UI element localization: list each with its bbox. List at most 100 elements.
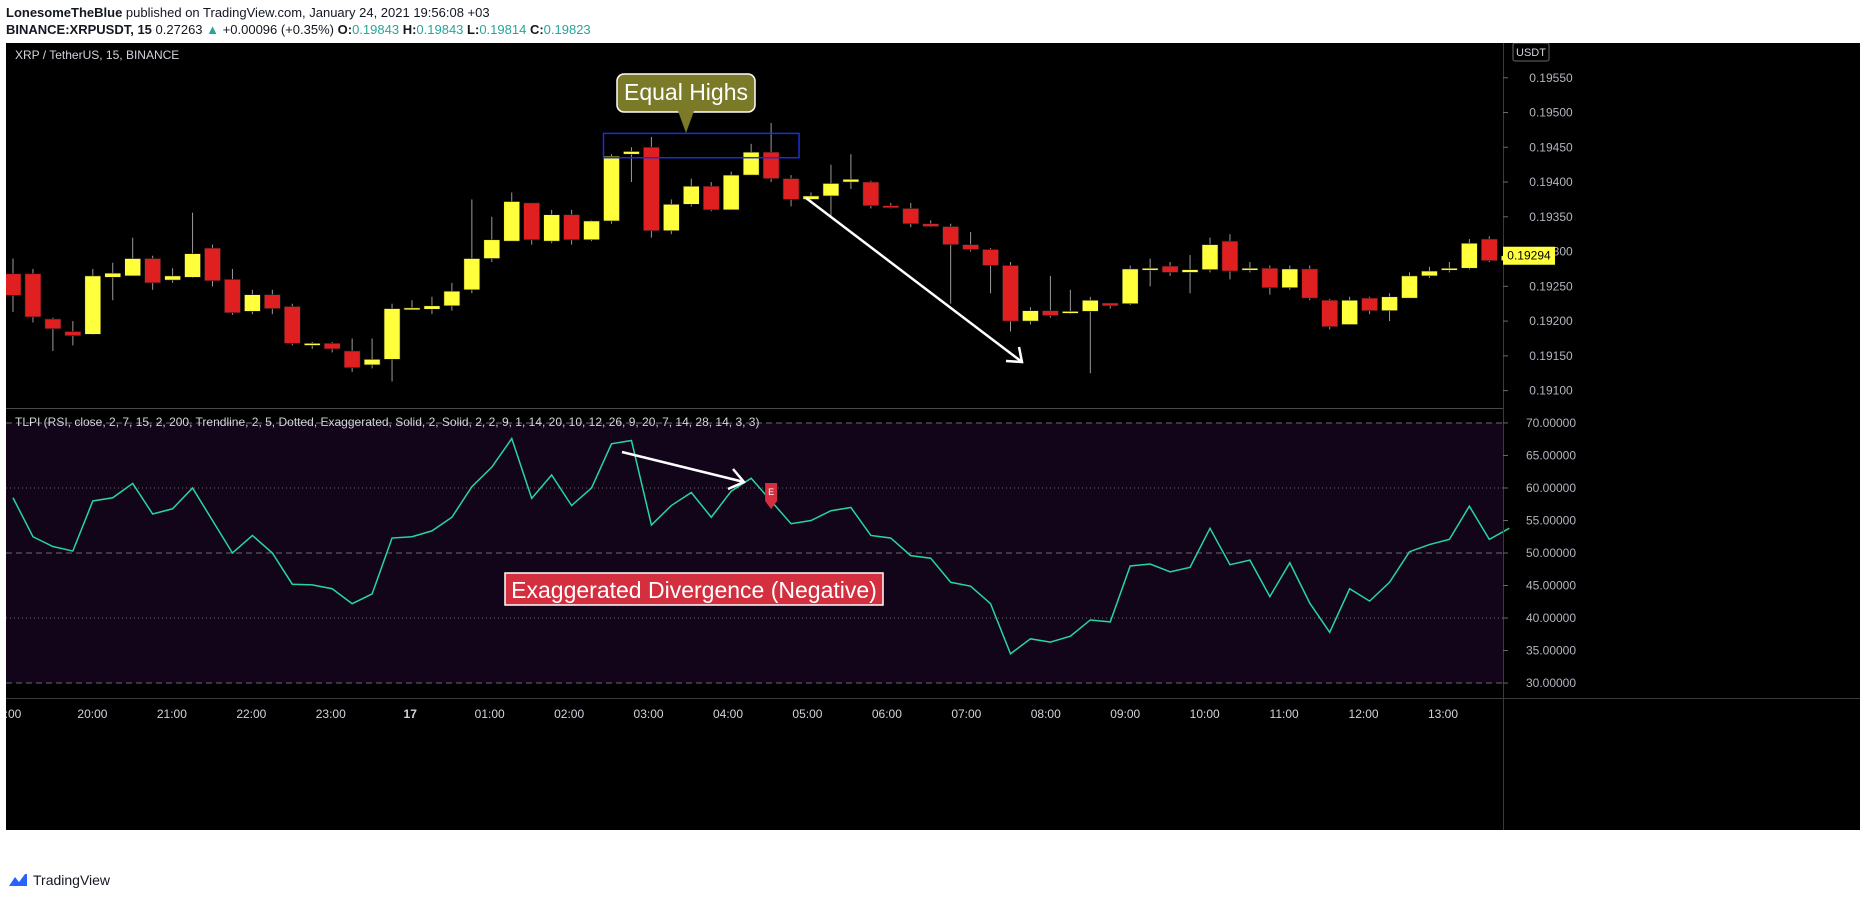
divergence-arrow-line xyxy=(621,450,745,484)
close-value: 0.19823 xyxy=(543,22,591,37)
candle-up[interactable] xyxy=(1201,244,1219,270)
footer-brand[interactable]: TradingView xyxy=(33,872,111,888)
candle-down[interactable] xyxy=(782,178,800,200)
candle-down[interactable] xyxy=(962,244,979,250)
candle-up[interactable] xyxy=(1062,311,1079,314)
currency-label: USDT xyxy=(1516,47,1546,59)
candle-down[interactable] xyxy=(264,294,281,309)
chart-svg[interactable]: Equal Highs XRP / TetherUS, 15, BINANCE … xyxy=(4,42,1860,830)
candle-up[interactable] xyxy=(822,183,840,197)
price-tick-label: 0.19400 xyxy=(1529,175,1573,189)
candle-up[interactable] xyxy=(802,195,820,200)
candle-down[interactable] xyxy=(762,151,780,179)
candle-down[interactable] xyxy=(1221,240,1239,272)
price-tick-label: 0.19550 xyxy=(1529,71,1573,85)
candle-up[interactable] xyxy=(303,343,321,346)
candle-up[interactable] xyxy=(742,151,760,176)
candle-up[interactable] xyxy=(663,203,680,232)
candle-down[interactable] xyxy=(1261,267,1279,289)
time-tick-label: 01:00 xyxy=(475,707,505,721)
candle-up[interactable] xyxy=(363,359,381,366)
candle-up[interactable] xyxy=(124,258,141,277)
candle-down[interactable] xyxy=(24,273,42,318)
candle-up[interactable] xyxy=(403,307,421,311)
candle-down[interactable] xyxy=(523,202,541,241)
candle-up[interactable] xyxy=(104,272,122,278)
candle-up[interactable] xyxy=(1401,275,1418,299)
candle-down[interactable] xyxy=(1361,297,1378,311)
pane-separator[interactable] xyxy=(6,408,1503,409)
candle-up[interactable] xyxy=(1281,268,1299,289)
candle-up[interactable] xyxy=(443,290,461,307)
candle-down[interactable] xyxy=(343,350,361,368)
candle-up[interactable] xyxy=(1181,269,1199,273)
price-tick-label: 0.19500 xyxy=(1529,106,1573,120)
price-pane-title: XRP / TetherUS, 15, BINANCE xyxy=(15,48,179,62)
currency-badge[interactable] xyxy=(1512,42,1550,62)
candle-up[interactable] xyxy=(583,220,600,241)
candle-down[interactable] xyxy=(902,208,920,225)
time-tick-label: 09:00 xyxy=(1110,707,1140,721)
rsi-line[interactable] xyxy=(12,436,1510,655)
candle-up[interactable] xyxy=(423,305,441,310)
candle-up[interactable] xyxy=(1022,310,1039,322)
candle-up[interactable] xyxy=(503,201,521,242)
candle-down[interactable] xyxy=(702,185,720,211)
candle-down[interactable] xyxy=(1101,302,1119,307)
candle-up[interactable] xyxy=(1381,296,1398,311)
candle-up[interactable] xyxy=(1341,299,1358,325)
candle-down[interactable] xyxy=(563,214,580,241)
candle-up[interactable] xyxy=(84,275,102,335)
candle-up[interactable] xyxy=(383,308,401,360)
candle-down[interactable] xyxy=(204,247,221,282)
equal-highs-box xyxy=(602,132,800,159)
candle-down[interactable] xyxy=(643,146,660,232)
candle-down[interactable] xyxy=(1301,268,1319,299)
candle-down[interactable] xyxy=(44,318,62,330)
tradingview-logo-icon[interactable] xyxy=(8,873,28,887)
candle-down[interactable] xyxy=(144,258,161,284)
author-name[interactable]: LonesomeTheBlue xyxy=(6,5,123,20)
indicator-tick-label: 30.00000 xyxy=(1526,676,1576,690)
candle-up[interactable] xyxy=(1082,299,1099,312)
candle-up[interactable] xyxy=(463,258,481,291)
candle-up[interactable] xyxy=(1121,268,1139,305)
candle-down[interactable] xyxy=(1321,299,1338,327)
candle-down[interactable] xyxy=(323,343,341,350)
candle-down[interactable] xyxy=(942,226,959,245)
candle-down[interactable] xyxy=(1042,310,1059,316)
divergence-arrow-head-icon xyxy=(727,468,747,491)
low-value: 0.19814 xyxy=(479,22,527,37)
candle-up[interactable] xyxy=(244,294,261,312)
time-tick-label: 02:00 xyxy=(554,707,584,721)
candle-up[interactable] xyxy=(164,275,181,281)
candle-up[interactable] xyxy=(543,214,560,242)
candle-up[interactable] xyxy=(623,151,640,155)
candle-down[interactable] xyxy=(882,205,900,209)
exaggerated-marker xyxy=(765,483,778,509)
candle-down[interactable] xyxy=(283,306,301,344)
candle-up[interactable] xyxy=(184,253,201,278)
candle-down[interactable] xyxy=(1481,238,1498,261)
candle-up[interactable] xyxy=(842,178,860,183)
candle-up[interactable] xyxy=(722,174,740,211)
candle-up[interactable] xyxy=(1461,242,1478,269)
candle-down[interactable] xyxy=(64,331,82,336)
candle-up[interactable] xyxy=(483,239,501,259)
candle-up[interactable] xyxy=(1141,267,1159,271)
candle-down[interactable] xyxy=(862,181,880,206)
candle-up[interactable] xyxy=(1421,270,1438,277)
chart-frame[interactable]: Equal Highs XRP / TetherUS, 15, BINANCE … xyxy=(4,42,1860,830)
candle-down[interactable] xyxy=(224,279,241,314)
candle-up[interactable] xyxy=(1241,267,1259,271)
candle-down[interactable] xyxy=(922,223,940,227)
candle-up[interactable] xyxy=(603,156,620,222)
candle-up[interactable] xyxy=(682,185,700,205)
candle-down[interactable] xyxy=(4,273,22,296)
candle-down[interactable] xyxy=(982,249,999,266)
indicator-tick-label: 60.00000 xyxy=(1526,481,1576,495)
candle-up[interactable] xyxy=(1441,267,1458,271)
candle-down[interactable] xyxy=(1002,265,1019,322)
candle-down[interactable] xyxy=(1161,265,1179,273)
up-arrow-icon: ▲ xyxy=(206,22,220,37)
